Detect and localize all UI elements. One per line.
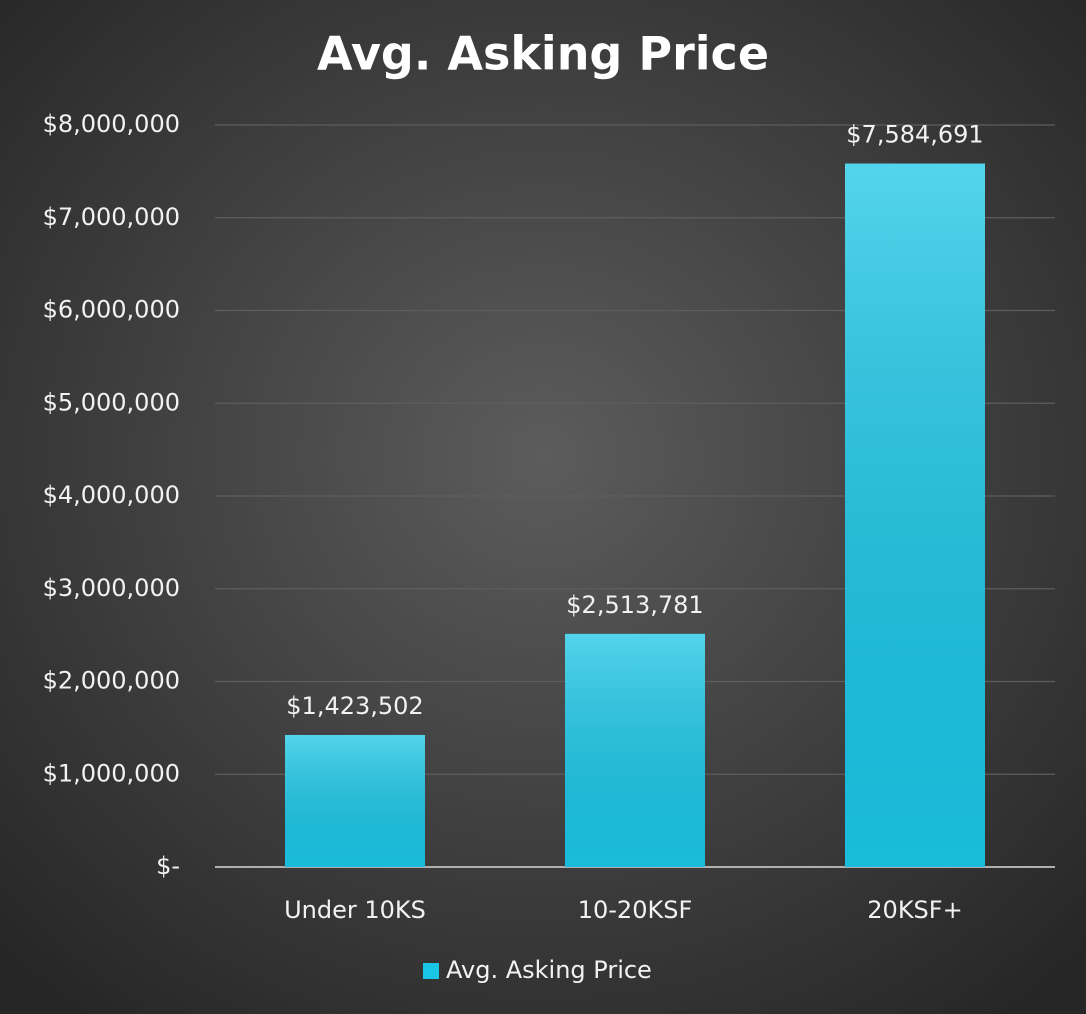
legend-swatch: [423, 963, 439, 979]
legend-label: Avg. Asking Price: [446, 956, 652, 984]
data-label: $7,584,691: [846, 121, 983, 149]
chart-title: Avg. Asking Price: [317, 27, 769, 81]
y-tick-label: $5,000,000: [43, 388, 180, 416]
bar-sheen: [285, 734, 425, 867]
y-tick-label: $1,000,000: [43, 759, 180, 787]
y-tick-label: $-: [156, 852, 180, 880]
bar-sheen: [565, 633, 705, 867]
y-tick-label: $6,000,000: [43, 296, 180, 324]
bar-sheen: [845, 163, 985, 868]
x-tick-label: 10-20KSF: [578, 896, 693, 924]
x-tick-label: Under 10KS: [284, 896, 426, 924]
y-tick-label: $4,000,000: [43, 481, 180, 509]
data-label: $1,423,502: [286, 692, 423, 720]
y-tick-label: $3,000,000: [43, 574, 180, 602]
y-tick-label: $8,000,000: [43, 110, 180, 138]
y-tick-label: $7,000,000: [43, 203, 180, 231]
data-label: $2,513,781: [566, 591, 703, 619]
y-tick-label: $2,000,000: [43, 667, 180, 695]
x-tick-label: 20KSF+: [867, 896, 962, 924]
